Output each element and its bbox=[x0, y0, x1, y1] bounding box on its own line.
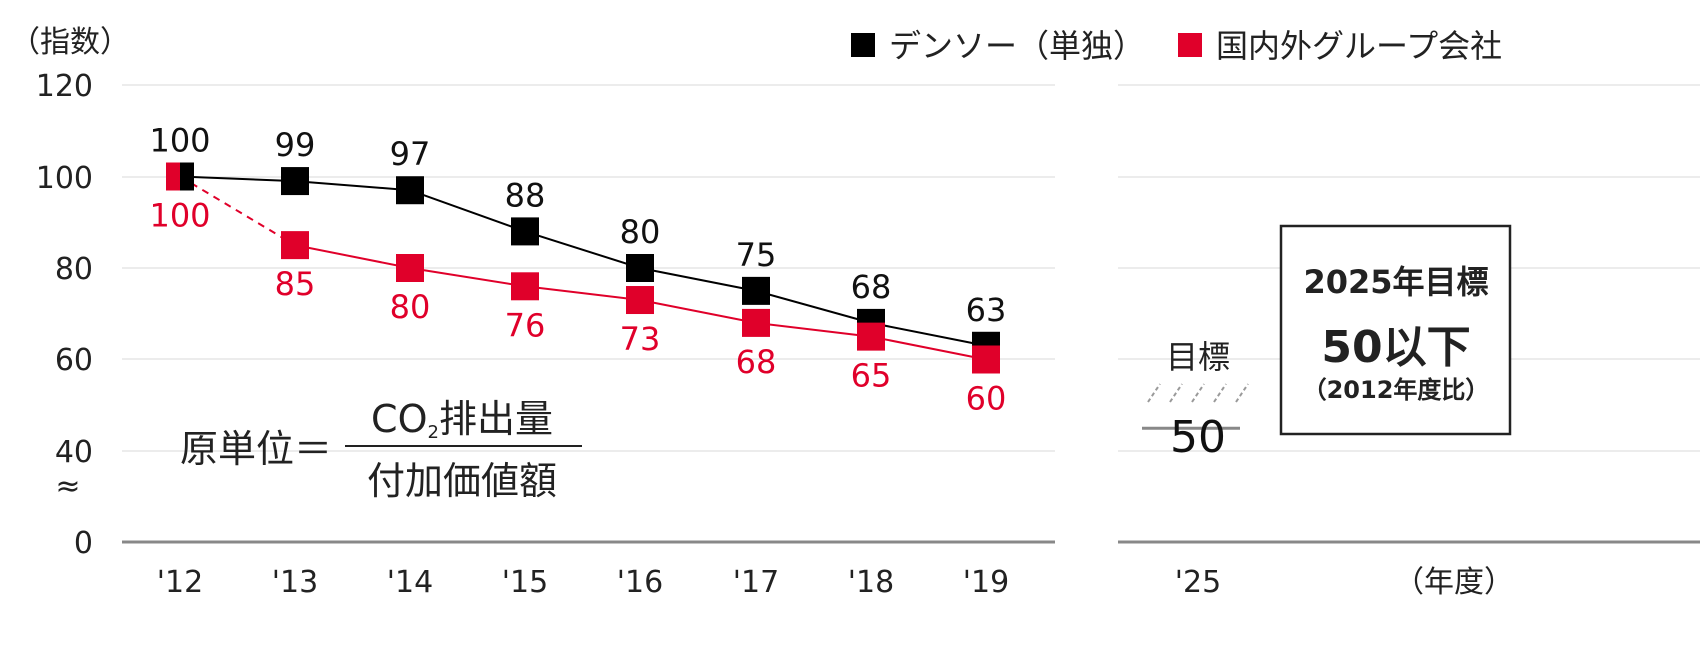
x-tick-label-target: '25 bbox=[1175, 565, 1221, 600]
data-label-denso: 75 bbox=[736, 236, 777, 274]
target-box bbox=[1279, 224, 1512, 436]
legend: デンソー（単独） 国内外グループ会社 bbox=[851, 27, 1502, 65]
data-label-denso: 63 bbox=[966, 291, 1007, 329]
target-label: 目標 bbox=[1166, 338, 1230, 376]
data-label-group: 80 bbox=[390, 288, 431, 326]
data-label-group: 73 bbox=[620, 320, 661, 358]
x-tick-label: '18 bbox=[848, 565, 894, 600]
x-tick-label: '16 bbox=[617, 565, 663, 600]
target-panel: 目標 50 2025年目標 50以下 （2012年度比） bbox=[1142, 224, 1512, 463]
marker-denso bbox=[396, 176, 424, 205]
marker-group bbox=[626, 286, 654, 315]
marker-group bbox=[281, 231, 309, 260]
target-hatch bbox=[1191, 383, 1205, 403]
data-label-denso: 80 bbox=[620, 213, 661, 251]
series-line-denso bbox=[179, 175, 987, 347]
target-box-title: 2025年目標 bbox=[1303, 263, 1488, 301]
x-unit-label: （年度） bbox=[1394, 565, 1514, 600]
y-tick-label: 120 bbox=[36, 69, 93, 104]
formula-denominator: 付加価値額 bbox=[367, 459, 557, 503]
data-label-denso: 88 bbox=[505, 176, 546, 214]
y-unit-label: （指数） bbox=[10, 25, 130, 60]
target-hatch bbox=[1147, 383, 1161, 403]
marker-group bbox=[396, 254, 424, 282]
formula-numerator-rest: 排出量 bbox=[439, 397, 553, 441]
marker-denso bbox=[742, 276, 770, 305]
target-box-sub: （2012年度比） bbox=[1303, 376, 1490, 404]
x-tick-label: '14 bbox=[387, 565, 433, 600]
data-label-group: 68 bbox=[736, 343, 777, 381]
y-tick-label: 100 bbox=[36, 161, 93, 196]
formula-numerator: CO2排出量 bbox=[371, 397, 553, 443]
x-tick-label: '12 bbox=[157, 565, 203, 600]
data-label-denso: 100 bbox=[149, 122, 210, 160]
x-tick-label: '13 bbox=[272, 565, 318, 600]
data-label-group: 100 bbox=[149, 197, 210, 235]
marker-denso bbox=[626, 254, 654, 282]
legend-swatch-group bbox=[1178, 33, 1202, 57]
marker-group bbox=[857, 322, 885, 351]
legend-label-denso: デンソー（単独） bbox=[889, 27, 1145, 65]
x-tick-label: '17 bbox=[733, 565, 779, 600]
marker-group bbox=[972, 345, 1000, 374]
data-label-denso: 68 bbox=[851, 268, 892, 306]
y-tick-label: 0 bbox=[74, 526, 93, 561]
data-label-group: 76 bbox=[505, 306, 546, 344]
series-lines bbox=[166, 162, 1000, 374]
target-box-main: 50以下 bbox=[1321, 322, 1470, 373]
legend-swatch-denso bbox=[851, 33, 875, 57]
x-tick-label: '19 bbox=[963, 565, 1009, 600]
data-label-denso: 97 bbox=[390, 135, 431, 173]
y-tick-label: 80 bbox=[55, 252, 93, 287]
data-label-denso: 99 bbox=[275, 126, 316, 164]
target-value: 50 bbox=[1170, 412, 1226, 463]
marker-denso bbox=[511, 217, 539, 246]
target-hatch bbox=[1213, 383, 1227, 403]
marker-denso bbox=[281, 167, 309, 196]
formula-lhs: 原単位＝ bbox=[180, 427, 332, 471]
formula-numerator-sub: 2 bbox=[427, 422, 438, 443]
legend-label-group: 国内外グループ会社 bbox=[1216, 27, 1502, 65]
target-hatch bbox=[1235, 383, 1249, 403]
data-label-group: 85 bbox=[275, 265, 316, 303]
y-tick-label: 60 bbox=[55, 343, 93, 378]
data-labels: 100 99 97 88 80 75 68 63 100 85 80 76 73 68 65 60 bbox=[149, 122, 1006, 418]
x-tick-label: '15 bbox=[502, 565, 548, 600]
y-tick-label: 40 bbox=[55, 435, 93, 470]
formula-numerator-main: CO bbox=[371, 397, 427, 441]
axes: 120 100 80 60 40 0 ≈ （指数） '12 '13 '14 '15 '16 '17 '18 '… bbox=[10, 25, 1700, 600]
series-line-group-dashed bbox=[179, 175, 296, 246]
target-hatch bbox=[1169, 383, 1183, 403]
marker-group bbox=[511, 272, 539, 301]
marker-group bbox=[166, 162, 180, 191]
data-label-group: 65 bbox=[851, 357, 892, 395]
data-label-group: 60 bbox=[966, 380, 1007, 418]
axis-break-symbol: ≈ bbox=[55, 469, 80, 504]
marker-group bbox=[742, 308, 770, 337]
